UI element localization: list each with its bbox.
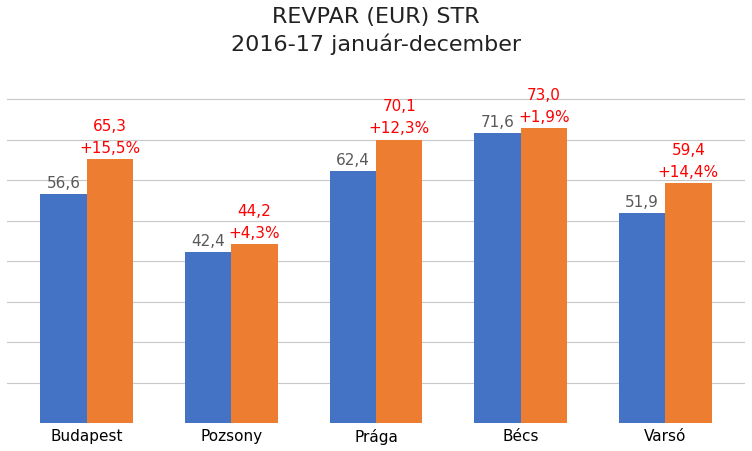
Text: +15,5%: +15,5% — [80, 141, 141, 156]
Text: 51,9: 51,9 — [625, 195, 659, 210]
Bar — [376, 140, 423, 423]
Bar — [86, 160, 133, 423]
Bar — [232, 245, 277, 423]
Bar — [475, 134, 520, 423]
Text: 65,3: 65,3 — [93, 119, 127, 133]
Text: 62,4: 62,4 — [336, 152, 370, 167]
Text: 71,6: 71,6 — [481, 115, 514, 130]
Text: 70,1: 70,1 — [382, 99, 416, 114]
Text: 44,2: 44,2 — [238, 203, 271, 219]
Text: +12,3%: +12,3% — [368, 121, 429, 136]
Bar — [520, 129, 567, 423]
Bar — [185, 252, 232, 423]
Bar — [41, 195, 86, 423]
Text: +4,3%: +4,3% — [229, 226, 280, 241]
Bar — [666, 184, 711, 423]
Text: 56,6: 56,6 — [47, 176, 80, 191]
Bar — [619, 214, 666, 423]
Title: REVPAR (EUR) STR
2016-17 január-december: REVPAR (EUR) STR 2016-17 január-december — [231, 7, 521, 55]
Text: +14,4%: +14,4% — [658, 165, 719, 179]
Text: 42,4: 42,4 — [191, 233, 225, 248]
Text: 59,4: 59,4 — [672, 142, 705, 157]
Bar — [329, 171, 376, 423]
Text: +1,9%: +1,9% — [518, 110, 569, 124]
Text: 73,0: 73,0 — [527, 87, 561, 102]
